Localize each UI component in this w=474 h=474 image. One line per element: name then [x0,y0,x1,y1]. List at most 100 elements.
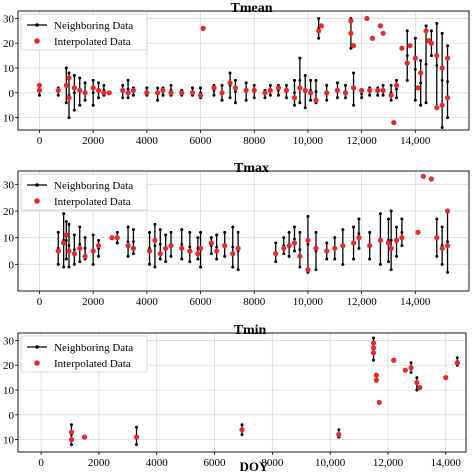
x-tick-label: 6000 [190,135,213,147]
neighboring-point [91,91,95,95]
interpolated-point [214,248,220,254]
neighboring-point [337,428,341,432]
neighboring-point [405,78,409,82]
interpolated-point [399,235,405,241]
interpolated-point [71,251,77,257]
interpolated-point [267,87,273,93]
interpolated-point [434,53,440,59]
neighboring-point [190,86,194,90]
legend-label-neighboring: Neighboring Data [54,20,133,32]
x-tick-label: 6000 [190,296,213,308]
neighboring-point [357,246,361,250]
interpolated-point [336,432,342,438]
x-tick-label: 10,000 [315,457,346,469]
neighboring-point [188,260,192,264]
neighboring-point [389,83,393,87]
interpolated-point [377,237,384,243]
interpolated-point [90,248,96,254]
x-tick-label: 10,000 [293,296,324,308]
neighboring-point [231,225,235,229]
interpolated-point [232,85,239,91]
interpolated-point [367,87,373,93]
neighboring-point [62,212,66,216]
neighboring-point [446,44,450,48]
x-tick-label: 12,000 [373,457,404,469]
neighboring-point [56,93,60,97]
legend-red-marker-swatch [34,360,40,366]
interpolated-point [63,232,69,238]
neighboring-point [78,242,82,246]
interpolated-point [388,92,394,98]
interpolated-point [377,23,384,29]
interpolated-point [211,85,217,91]
interpolated-point [222,243,228,249]
interpolated-point [370,350,377,356]
neighboring-point [121,96,125,100]
interpolated-point [375,87,381,93]
neighboring-point [389,238,393,242]
interpolated-point [95,243,102,249]
neighboring-point [409,371,413,375]
interpolated-point [77,87,83,93]
interpolated-point [370,340,377,346]
neighboring-point [440,79,444,82]
neighboring-point [413,67,417,71]
neighboring-point [409,361,413,365]
neighboring-point [91,233,95,237]
neighboring-point [386,217,390,221]
interpolated-point [318,23,324,29]
interpolated-point [81,434,88,440]
neighboring-point [199,265,203,269]
neighboring-point [287,230,291,234]
interpolated-point [66,248,72,254]
interpolated-point [36,87,43,93]
neighboring-point [164,260,168,264]
interpolated-point [179,245,185,251]
neighboring-point [309,78,313,82]
neighboring-point [236,268,240,272]
neighboring-point [131,93,135,97]
neighboring-point [78,225,82,229]
neighboring-point [244,98,248,102]
interpolated-point [370,345,377,351]
neighboring-point [83,81,87,85]
interpolated-point [82,90,88,96]
interpolated-point [200,25,206,31]
interpolated-point [313,97,319,103]
neighboring-point [440,225,444,229]
interpolated-point [444,95,451,101]
neighboring-point [67,116,71,120]
neighboring-point [148,230,152,234]
neighboring-point [413,98,417,102]
interpolated-point [423,28,429,34]
neighboring-point [72,91,76,95]
neighboring-point [78,76,82,80]
neighboring-point [64,257,68,261]
neighboring-point [64,220,68,224]
legend-label-interpolated: Interpolated Data [54,358,131,370]
neighboring-point [115,241,119,245]
interpolated-point [439,65,445,71]
neighboring-point [126,87,130,91]
neighboring-point [180,242,184,246]
x-tick-label: 8000 [243,296,266,308]
interpolated-point [391,119,397,126]
neighboring-point [228,71,232,75]
neighboring-point [228,96,232,100]
neighboring-point [240,433,244,437]
interpolated-point [393,82,400,88]
series-interpolated-data [55,173,451,273]
neighboring-point [446,270,450,274]
neighboring-point [145,86,149,90]
interpolated-point [332,245,338,251]
y-tick-label: 10 [3,233,15,245]
interpolated-point [373,377,379,383]
neighboring-point [435,64,439,67]
interpolated-point [120,87,126,93]
neighboring-point [405,29,409,33]
interpolated-point [342,90,349,96]
plot-frame [17,332,467,453]
interpolated-point [428,40,435,46]
y-tick-label: 0 [9,410,15,422]
